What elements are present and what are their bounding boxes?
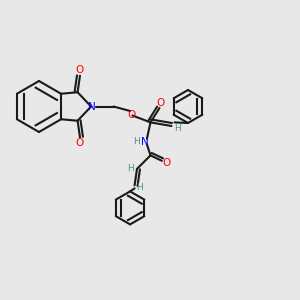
Text: H: H xyxy=(174,124,181,133)
Text: N: N xyxy=(141,137,148,147)
Text: N: N xyxy=(88,101,96,112)
Text: H: H xyxy=(136,183,143,192)
Text: H: H xyxy=(128,164,134,172)
Text: O: O xyxy=(76,65,84,75)
Text: H: H xyxy=(134,137,140,146)
Text: O: O xyxy=(163,158,171,168)
Text: O: O xyxy=(76,138,84,148)
Text: O: O xyxy=(128,110,136,120)
Text: O: O xyxy=(156,98,164,108)
